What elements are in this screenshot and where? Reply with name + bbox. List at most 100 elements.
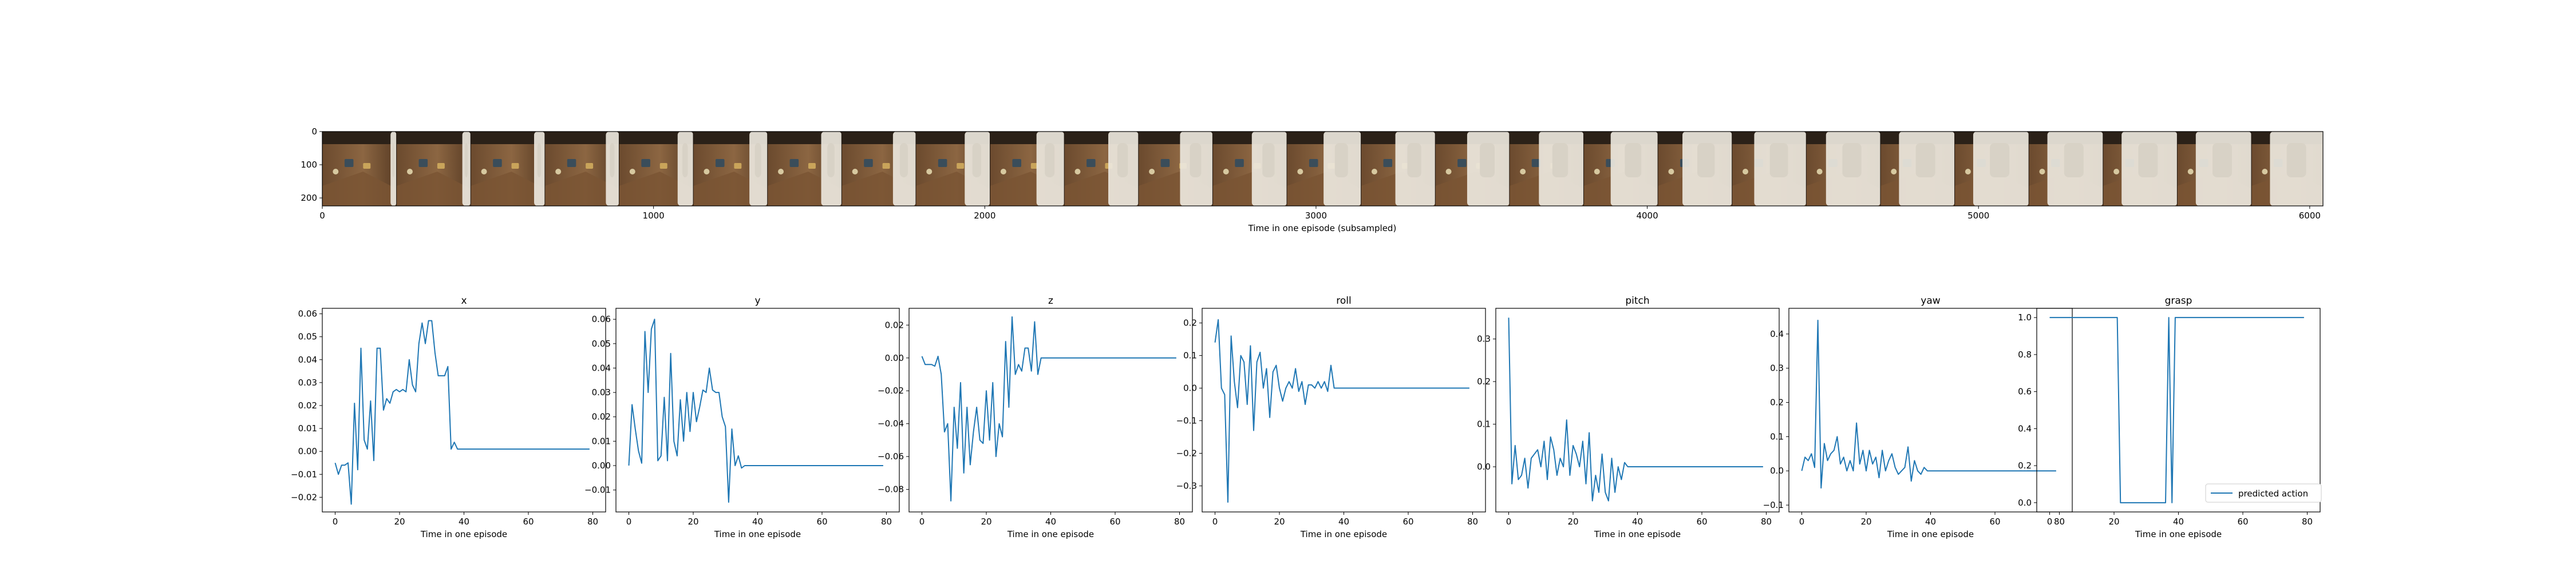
filmstrip-xtick-label: 0 <box>319 210 325 221</box>
episode-frame <box>693 132 768 206</box>
episode-frame <box>1583 132 1658 206</box>
subplot-title: z <box>1048 295 1053 307</box>
ytick-label: 0.00 <box>592 460 611 471</box>
ytick-label: −0.01 <box>584 485 611 495</box>
ytick-label: 0.03 <box>298 378 317 388</box>
xtick-label: 0 <box>333 517 338 527</box>
ytick-label: −0.06 <box>878 451 904 462</box>
series-line <box>1214 319 1469 503</box>
episode-frame <box>990 132 1065 206</box>
filmstrip-xtick-label: 1000 <box>643 210 665 221</box>
episode-frame <box>544 132 619 206</box>
ytick-label: 0.6 <box>2018 387 2032 397</box>
filmstrip-ytick-label: 200 <box>301 193 317 203</box>
series-line <box>628 319 883 503</box>
xtick-label: 40 <box>752 517 763 527</box>
series-line <box>921 316 1176 502</box>
xtick-label: 0 <box>626 517 632 527</box>
ytick-label: 0.02 <box>298 400 317 411</box>
subplot-xlabel: Time in one episode <box>1887 529 1974 539</box>
filmstrip-xtick-label: 4000 <box>1636 210 1658 221</box>
xtick-label: 20 <box>1567 517 1578 527</box>
xtick-label: 20 <box>2108 517 2119 527</box>
xtick-label: 60 <box>1989 517 2000 527</box>
xtick-label: 0 <box>1799 517 1805 527</box>
xtick-label: 20 <box>394 517 405 527</box>
subplot-yaw: yaw 0 20 40 60 80 −0.1 0.0 0.1 0.2 0.3 0.4 Time in o… <box>1763 295 2073 539</box>
filmstrip-panel: 0 1000 2000 3000 4000 5000 6000 0 100 200 Time in… <box>301 126 2324 233</box>
episode-frame <box>1138 132 1213 206</box>
xtick-label: 40 <box>1925 517 1936 527</box>
series-line <box>1508 317 1763 502</box>
axes-frame <box>1495 308 1780 513</box>
ytick-label: 0.4 <box>1770 329 1784 339</box>
episode-frame <box>1064 132 1139 206</box>
legend-label: predicted action <box>2238 488 2308 499</box>
axes-frame <box>1788 308 2073 513</box>
xtick-label: 80 <box>1174 517 1185 527</box>
subplot-xlabel: Time in one episode <box>1007 529 1094 539</box>
filmstrip-ytick-label: 0 <box>311 126 317 137</box>
xtick-label: 0 <box>919 517 925 527</box>
ytick-label: 0.00 <box>298 446 317 456</box>
subplot-title: roll <box>1336 295 1351 307</box>
subplot-title: x <box>461 295 467 307</box>
episode-frame <box>1657 132 1732 206</box>
filmstrip-frame-border <box>322 131 2324 206</box>
ytick-label: 1.0 <box>2018 312 2032 323</box>
subplot-title: y <box>754 295 760 307</box>
episode-frame <box>1880 132 1955 206</box>
series-line <box>334 320 590 505</box>
xtick-label: 0 <box>1212 517 1218 527</box>
xtick-label: 40 <box>1045 517 1056 527</box>
subplot-title: yaw <box>1921 295 1940 307</box>
subplot-xlabel: Time in one episode <box>714 529 801 539</box>
episode-frame <box>767 132 842 206</box>
ytick-label: 0.0 <box>1183 383 1197 394</box>
filmstrip-xlabel: Time in one episode (subsampled) <box>1248 223 1397 233</box>
episode-frame <box>470 132 545 206</box>
xtick-label: 40 <box>1632 517 1643 527</box>
episode-frame <box>1732 132 1807 206</box>
ytick-label: 0.03 <box>592 387 611 398</box>
subplot-xlabel: Time in one episode <box>2135 529 2222 539</box>
episode-frame <box>396 132 471 206</box>
ytick-label: 0.4 <box>2018 423 2032 434</box>
ytick-label: 0.2 <box>1183 318 1197 328</box>
ytick-label: 0.1 <box>1770 431 1784 442</box>
ytick-label: 0.06 <box>592 314 611 324</box>
legend: predicted action <box>2205 483 2322 503</box>
axes-frame <box>2036 308 2321 513</box>
xtick-label: 80 <box>2302 517 2313 527</box>
filmstrip-image <box>322 132 2323 206</box>
xtick-label: 80 <box>587 517 598 527</box>
xtick-label: 0 <box>2047 517 2053 527</box>
ytick-label: 0.04 <box>592 363 611 373</box>
series-line <box>2049 317 2304 503</box>
filmstrip-ytick-label: 100 <box>301 160 317 170</box>
episode-frame <box>1212 132 1287 206</box>
xtick-label: 20 <box>981 517 991 527</box>
xtick-label: 60 <box>1109 517 1120 527</box>
xtick-label: 80 <box>1467 517 1478 527</box>
xtick-label: 40 <box>1338 517 1349 527</box>
filmstrip-axis: 0 1000 2000 3000 4000 5000 6000 0 100 200 <box>301 126 2321 221</box>
episode-frame <box>1805 132 1880 206</box>
axes-frame <box>322 308 606 513</box>
ytick-label: 0.0 <box>1770 466 1784 476</box>
episode-frame <box>2251 132 2323 206</box>
ytick-label: −0.08 <box>878 484 904 495</box>
filmstrip-xtick-label: 5000 <box>1967 210 1989 221</box>
ytick-label: 0.3 <box>1477 334 1491 344</box>
ytick-label: −0.1 <box>1176 416 1197 426</box>
xtick-label: 0 <box>1506 517 1512 527</box>
episode-frame <box>841 132 916 206</box>
episode-frame <box>2028 132 2103 206</box>
subplot-pitch: pitch 0 20 40 60 80 0.0 0.1 0.2 0.3 Time in one ep… <box>1477 295 1780 539</box>
ytick-label: 0.00 <box>885 353 904 363</box>
xtick-label: 80 <box>1761 517 1772 527</box>
xtick-label: 60 <box>1402 517 1413 527</box>
subplot-x: x 0 20 40 60 80 −0.02 −0.01 0.00 0.01 0.02 0.03 0.04… <box>291 295 606 539</box>
ytick-label: 0.8 <box>2018 349 2032 360</box>
ytick-label: 0.0 <box>2018 498 2032 508</box>
